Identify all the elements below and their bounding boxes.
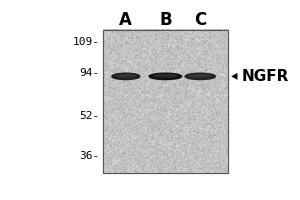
- Text: 94-: 94-: [79, 68, 100, 78]
- Bar: [103, 30, 228, 173]
- Ellipse shape: [149, 73, 182, 80]
- Text: A: A: [119, 11, 132, 29]
- Text: 52-: 52-: [79, 111, 100, 121]
- Ellipse shape: [190, 75, 211, 77]
- Ellipse shape: [185, 73, 215, 80]
- Ellipse shape: [116, 75, 136, 77]
- Ellipse shape: [112, 73, 140, 80]
- Text: 36-: 36-: [79, 151, 100, 161]
- Bar: [103, 30, 228, 173]
- Text: NGFR: NGFR: [242, 69, 290, 84]
- Text: C: C: [194, 11, 206, 29]
- Ellipse shape: [154, 75, 177, 77]
- Polygon shape: [231, 73, 238, 80]
- Text: B: B: [159, 11, 172, 29]
- Text: 109-: 109-: [73, 37, 100, 47]
